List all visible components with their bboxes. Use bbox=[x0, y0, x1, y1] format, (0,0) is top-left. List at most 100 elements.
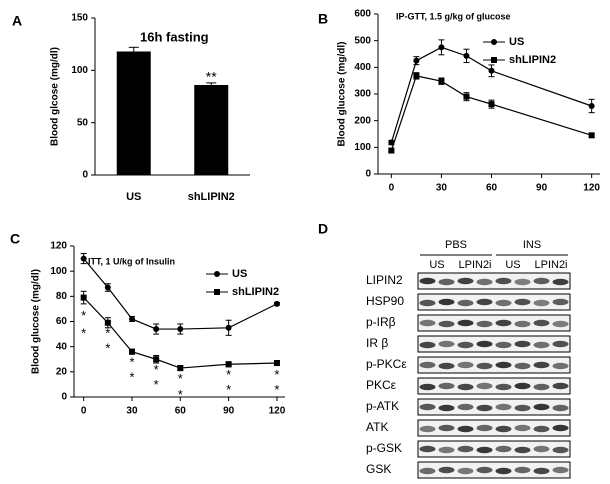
blot-box bbox=[417, 293, 571, 311]
band bbox=[457, 299, 474, 307]
annotation: * bbox=[81, 326, 86, 341]
marker bbox=[80, 294, 87, 301]
annotation: * bbox=[154, 377, 159, 392]
band bbox=[533, 277, 550, 285]
band bbox=[495, 383, 512, 391]
y-tick-label: 120 bbox=[50, 241, 67, 252]
marker bbox=[438, 44, 445, 51]
blot-box bbox=[417, 356, 571, 374]
annotation: * bbox=[105, 326, 110, 341]
band bbox=[514, 298, 531, 306]
band bbox=[552, 340, 569, 348]
band bbox=[419, 299, 436, 307]
marker bbox=[388, 147, 395, 154]
band bbox=[495, 299, 512, 307]
y-tick-label: 0 bbox=[61, 392, 67, 403]
lane-label: LPIN2i bbox=[534, 259, 567, 271]
band bbox=[495, 361, 512, 369]
band bbox=[419, 341, 436, 349]
band bbox=[419, 319, 436, 327]
y-tick-label: 80 bbox=[56, 291, 68, 302]
y-axis-label: Blood glucose (mg/dl) bbox=[337, 42, 348, 147]
marker bbox=[463, 52, 470, 59]
marker bbox=[388, 139, 395, 146]
panel-label: C bbox=[10, 231, 20, 247]
band bbox=[476, 466, 493, 474]
band bbox=[514, 340, 531, 348]
band bbox=[476, 382, 493, 390]
marker bbox=[488, 101, 495, 108]
marker bbox=[177, 365, 184, 372]
legend-label: US bbox=[232, 268, 247, 280]
band bbox=[476, 320, 493, 328]
blot-box bbox=[417, 398, 571, 416]
band bbox=[457, 445, 474, 453]
row-label: GSK bbox=[366, 462, 391, 476]
band bbox=[552, 320, 569, 328]
marker bbox=[413, 72, 420, 79]
band bbox=[495, 403, 512, 411]
marker bbox=[153, 356, 160, 363]
legend-label: shLIPIN2 bbox=[509, 54, 556, 66]
y-tick-label: 500 bbox=[354, 35, 371, 46]
y-axis-label: Blood glcose (mg/dl) bbox=[50, 47, 61, 146]
band bbox=[533, 425, 550, 433]
band bbox=[476, 424, 493, 432]
band bbox=[552, 362, 569, 370]
annotation: ** bbox=[206, 68, 217, 84]
y-tick-label: 100 bbox=[50, 266, 67, 277]
band bbox=[438, 298, 455, 306]
y-tick-label: 150 bbox=[71, 13, 88, 24]
annotation: * bbox=[226, 367, 231, 382]
x-tick-label: 30 bbox=[436, 183, 448, 194]
band bbox=[533, 383, 550, 391]
x-tick-label: 90 bbox=[536, 183, 548, 194]
marker bbox=[273, 300, 280, 307]
band bbox=[419, 383, 436, 391]
band bbox=[457, 319, 474, 327]
band bbox=[476, 404, 493, 412]
band bbox=[514, 382, 531, 390]
lane-label: US bbox=[429, 259, 444, 271]
annotation: * bbox=[274, 382, 279, 397]
y-axis-label: Blood glucose (mg/dl) bbox=[31, 269, 42, 374]
band bbox=[495, 341, 512, 349]
band bbox=[438, 466, 455, 474]
annotation: * bbox=[105, 341, 110, 356]
x-tick-label: 60 bbox=[175, 406, 187, 417]
band bbox=[495, 445, 512, 453]
marker bbox=[128, 315, 135, 322]
band bbox=[419, 445, 436, 453]
band bbox=[533, 299, 550, 307]
chart-title: IP-GTT, 1.5 g/kg of glucose bbox=[396, 11, 511, 21]
group-label: INS bbox=[523, 239, 541, 251]
chart-title: 16h fasting bbox=[140, 29, 209, 44]
band bbox=[457, 425, 474, 433]
band bbox=[457, 467, 474, 475]
blot-box bbox=[417, 377, 571, 395]
bar bbox=[194, 84, 229, 175]
band bbox=[533, 403, 550, 411]
y-tick-label: 100 bbox=[354, 142, 371, 153]
legend-label: shLIPIN2 bbox=[232, 286, 279, 298]
row-label: ATK bbox=[366, 420, 388, 434]
band bbox=[514, 320, 531, 328]
band bbox=[476, 278, 493, 286]
row-label: HSP90 bbox=[366, 294, 404, 308]
band bbox=[514, 446, 531, 454]
y-tick-label: 0 bbox=[82, 170, 88, 181]
annotation: * bbox=[178, 371, 183, 386]
x-tick-label: 60 bbox=[486, 183, 498, 194]
marker bbox=[153, 326, 160, 333]
band bbox=[476, 446, 493, 454]
band bbox=[514, 466, 531, 474]
band bbox=[533, 341, 550, 349]
band bbox=[419, 277, 436, 285]
band bbox=[514, 278, 531, 286]
band bbox=[419, 403, 436, 411]
y-tick-label: 20 bbox=[56, 366, 68, 377]
band bbox=[476, 340, 493, 348]
marker bbox=[413, 57, 420, 64]
x-tick-label: 90 bbox=[223, 406, 235, 417]
